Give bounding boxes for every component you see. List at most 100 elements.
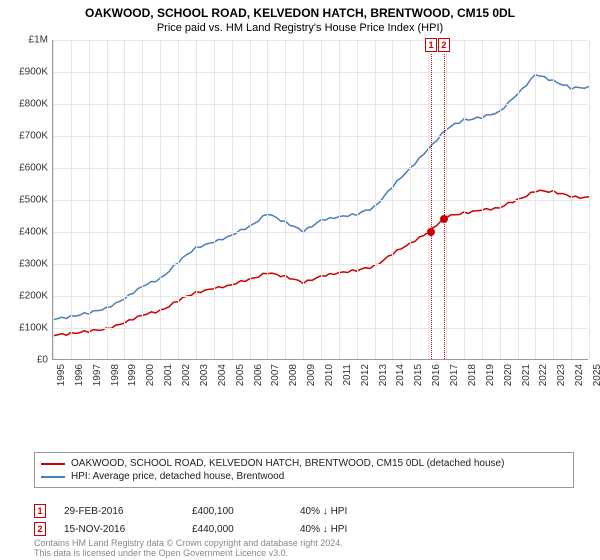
gridline-v [357,40,358,359]
x-axis-tick-label: 2020 [503,364,514,386]
x-axis-tick-label: 1998 [110,364,121,386]
plot-area: 12 [52,40,588,360]
legend-swatch [41,463,65,465]
x-axis-tick-label: 2025 [592,364,600,386]
gridline-v [214,40,215,359]
legend-item: HPI: Average price, detached house, Bren… [41,470,567,483]
x-axis-tick-label: 2016 [431,364,442,386]
transaction-vs-hpi: 40% ↓ HPI [300,506,390,517]
gridline-v [250,40,251,359]
y-axis-tick-label: £900K [8,67,48,78]
gridline-v [375,40,376,359]
x-axis-tick-label: 2013 [378,364,389,386]
transaction-index-badge: 1 [34,504,46,518]
transaction-price: £400,100 [192,506,282,517]
x-axis-tick-label: 2014 [395,364,406,386]
chart-subtitle: Price paid vs. HM Land Registry's House … [0,20,600,34]
sale-marker-line [444,54,445,359]
sale-point-dot [440,215,448,223]
gridline-v [196,40,197,359]
x-axis-tick-label: 2008 [288,364,299,386]
x-axis-tick-label: 1996 [74,364,85,386]
transaction-date: 29-FEB-2016 [64,506,174,517]
gridline-v [428,40,429,359]
legend-label: OAKWOOD, SCHOOL ROAD, KELVEDON HATCH, BR… [71,458,504,469]
sale-marker-badge: 2 [438,38,450,52]
y-axis-tick-label: £700K [8,131,48,142]
x-axis-tick-label: 1997 [92,364,103,386]
x-axis-tick-label: 2007 [270,364,281,386]
gridline-v [500,40,501,359]
gridline-v [124,40,125,359]
gridline-v [518,40,519,359]
transaction-row: 1 29-FEB-2016 £400,100 40% ↓ HPI [34,502,574,520]
x-axis-tick-label: 2011 [342,364,353,386]
x-axis-tick-label: 2017 [449,364,460,386]
gridline-v [53,40,54,359]
gridline-v [178,40,179,359]
y-axis-tick-label: £1M [8,35,48,46]
x-axis-tick-label: 2009 [306,364,317,386]
legend-box: OAKWOOD, SCHOOL ROAD, KELVEDON HATCH, BR… [34,452,574,488]
gridline-v [142,40,143,359]
y-axis-tick-label: £100K [8,323,48,334]
sale-point-dot [427,228,435,236]
gridline-v [285,40,286,359]
x-axis-tick-label: 2003 [199,364,210,386]
y-axis-tick-label: £800K [8,99,48,110]
x-axis-tick-label: 1999 [127,364,138,386]
gridline-v [160,40,161,359]
x-axis-tick-label: 2021 [521,364,532,386]
x-axis-tick-label: 2018 [467,364,478,386]
gridline-v [571,40,572,359]
legend-swatch [41,476,65,478]
x-axis-tick-label: 2012 [360,364,371,386]
x-axis-tick-label: 2000 [145,364,156,386]
footer-line: This data is licensed under the Open Gov… [34,548,574,558]
transaction-index-badge: 2 [34,522,46,536]
y-axis-tick-label: £0 [8,355,48,366]
y-axis-tick-label: £200K [8,291,48,302]
x-axis-tick-label: 2006 [253,364,264,386]
x-axis-tick-label: 2023 [556,364,567,386]
transaction-price: £440,000 [192,524,282,535]
y-axis-tick-label: £300K [8,259,48,270]
y-axis-tick-label: £500K [8,195,48,206]
sale-marker-line [431,54,432,359]
gridline-v [392,40,393,359]
gridline-v [321,40,322,359]
x-axis-tick-label: 2002 [181,364,192,386]
footer-line: Contains HM Land Registry data © Crown c… [34,538,574,548]
gridline-v [446,40,447,359]
x-axis-tick-label: 2001 [163,364,174,386]
sale-marker-badge: 1 [425,38,437,52]
transaction-vs-hpi: 40% ↓ HPI [300,524,390,535]
gridline-v [535,40,536,359]
x-axis-tick-label: 2004 [217,364,228,386]
y-axis-tick-label: £600K [8,163,48,174]
chart-container: OAKWOOD, SCHOOL ROAD, KELVEDON HATCH, BR… [0,0,600,560]
x-axis-tick-label: 2019 [485,364,496,386]
gridline-v [410,40,411,359]
gridline-v [339,40,340,359]
x-axis-tick-label: 2022 [538,364,549,386]
gridline-v [89,40,90,359]
x-axis-tick-label: 1995 [56,364,67,386]
gridline-v [303,40,304,359]
gridline-v [482,40,483,359]
x-axis-tick-label: 2005 [235,364,246,386]
gridline-v [267,40,268,359]
gridline-v [232,40,233,359]
chart-area: 12 £0 £100K £200K £300K £400K £500K £600K £700K… [8,40,592,400]
gridline-v [107,40,108,359]
y-axis-tick-label: £400K [8,227,48,238]
x-axis-tick-label: 2010 [324,364,335,386]
transaction-row: 2 15-NOV-2016 £440,000 40% ↓ HPI [34,520,574,538]
gridline-v [464,40,465,359]
chart-title: OAKWOOD, SCHOOL ROAD, KELVEDON HATCH, BR… [0,0,600,20]
legend-item: OAKWOOD, SCHOOL ROAD, KELVEDON HATCH, BR… [41,457,567,470]
gridline-v [71,40,72,359]
transaction-date: 15-NOV-2016 [64,524,174,535]
footer-attribution: Contains HM Land Registry data © Crown c… [34,538,574,558]
gridline-v [553,40,554,359]
